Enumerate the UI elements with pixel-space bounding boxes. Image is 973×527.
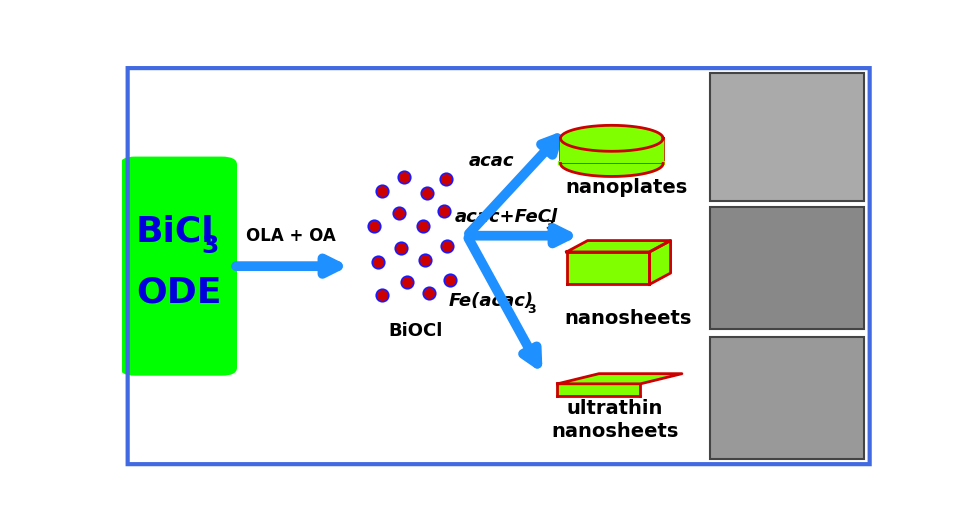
Polygon shape — [566, 240, 670, 252]
Text: acac+FeCl: acac+FeCl — [454, 208, 558, 226]
Text: 50 nm: 50 nm — [719, 189, 753, 199]
Text: BiCl: BiCl — [135, 214, 214, 249]
Polygon shape — [560, 125, 663, 151]
Polygon shape — [558, 374, 682, 384]
Text: ODE: ODE — [136, 276, 221, 309]
Text: OLA + OA: OLA + OA — [246, 227, 336, 245]
Text: 100 nm: 100 nm — [719, 317, 760, 327]
Text: BiOCl: BiOCl — [388, 322, 443, 340]
Text: nanosheets: nanosheets — [551, 422, 678, 441]
Text: 3: 3 — [546, 219, 555, 232]
Text: 3: 3 — [201, 234, 219, 258]
Text: nanosheets: nanosheets — [564, 309, 692, 328]
Text: ultrathin: ultrathin — [566, 399, 663, 418]
FancyBboxPatch shape — [120, 157, 237, 376]
Text: Fe(acac): Fe(acac) — [449, 291, 533, 310]
FancyBboxPatch shape — [710, 73, 864, 201]
Polygon shape — [566, 252, 650, 285]
Text: 50 nm: 50 nm — [719, 447, 753, 457]
Polygon shape — [560, 138, 663, 163]
Polygon shape — [558, 384, 640, 396]
Polygon shape — [650, 240, 670, 285]
Text: 3: 3 — [527, 303, 536, 316]
Text: nanoplates: nanoplates — [565, 178, 688, 197]
Text: acac: acac — [468, 152, 514, 170]
FancyBboxPatch shape — [710, 207, 864, 329]
FancyBboxPatch shape — [710, 337, 864, 459]
